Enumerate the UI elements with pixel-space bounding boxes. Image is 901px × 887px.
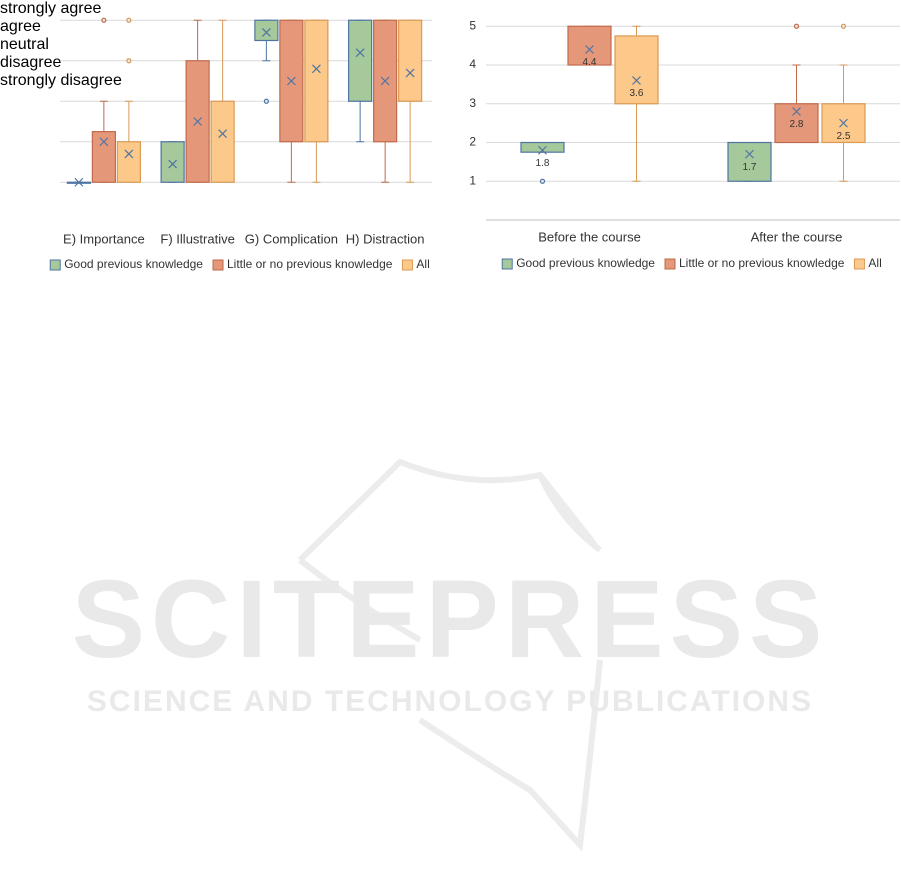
y-tick-label: 5 [469, 18, 476, 32]
box [160, 141, 185, 183]
y-tick-label: agree [0, 18, 41, 35]
box [614, 35, 659, 105]
mean-marker [405, 68, 415, 78]
legend-swatch [212, 259, 224, 271]
mean-label: 3.6 [630, 88, 644, 99]
legend-swatch [401, 259, 413, 271]
y-tick-label: neutral [0, 36, 49, 53]
mean-marker [218, 129, 228, 139]
mean-marker [124, 149, 134, 159]
outlier [263, 98, 269, 104]
mean-marker [261, 27, 271, 37]
mean-marker [538, 145, 547, 155]
outlier [840, 23, 847, 29]
box [520, 141, 565, 153]
mean-marker [99, 137, 109, 147]
mean-marker [380, 76, 390, 86]
box [348, 19, 373, 102]
y-tick-label: 2 [469, 135, 476, 149]
legend-label: All [868, 256, 881, 270]
y-tick-label: strongly agree [0, 0, 102, 17]
mean-marker [286, 76, 296, 86]
mean-marker [193, 117, 203, 126]
mean-label: 2.8 [790, 119, 804, 130]
watermark-subtitle: SCIENCE AND TECHNOLOGY PUBLICATIONS [87, 685, 813, 718]
box [398, 19, 423, 102]
legend-swatch [664, 258, 676, 270]
y-tick-label: strongly disagree [0, 72, 122, 89]
mean-marker [792, 107, 801, 116]
mean-marker [355, 48, 365, 58]
mean-marker [168, 159, 178, 169]
legend-swatch [853, 258, 865, 270]
legend-swatch [501, 258, 513, 270]
y-tick-label: 4 [469, 57, 476, 71]
mean-marker [585, 45, 594, 54]
x-tick-label: F) Illustrative [160, 231, 234, 246]
watermark [297, 458, 603, 852]
x-tick-label: H) Distraction [346, 231, 425, 246]
watermark-logo [297, 458, 603, 852]
box [774, 103, 819, 144]
y-tick-label: 1 [469, 173, 476, 187]
outlier [793, 23, 800, 29]
mean-label: 2.5 [837, 131, 851, 142]
mean-label: 1.8 [536, 158, 550, 169]
x-tick-label: After the course [751, 229, 843, 244]
legend-label: Little or no previous knowledge [679, 256, 845, 270]
mean-marker [632, 76, 641, 85]
mean-marker [839, 118, 848, 128]
box [210, 100, 235, 183]
mean-label: 1.7 [743, 162, 757, 173]
box [567, 25, 612, 66]
box [91, 131, 116, 183]
box [727, 141, 772, 182]
mean-marker [311, 64, 321, 74]
x-tick-label: G) Complication [245, 231, 338, 246]
legend-label: All [416, 257, 429, 271]
x-tick-label: E) Importance [63, 231, 145, 246]
box [254, 19, 279, 42]
mean-marker [74, 177, 84, 187]
mean-label: 4.4 [583, 57, 597, 68]
legend-swatch [49, 259, 61, 271]
box [116, 141, 141, 183]
legend-label: Good previous knowledge [516, 256, 655, 270]
legend-label: Good previous knowledge [64, 257, 203, 271]
x-tick-label: Before the course [538, 229, 641, 244]
outlier [126, 17, 132, 23]
legend-label: Little or no previous knowledge [227, 257, 393, 271]
outlier [539, 178, 546, 184]
y-tick-label: 3 [469, 96, 476, 110]
mean-marker [745, 149, 754, 159]
outlier [126, 58, 132, 64]
outlier [101, 17, 107, 23]
box [304, 19, 329, 143]
y-tick-label: disagree [0, 54, 62, 71]
watermark-title: SCITEPRESS [72, 558, 829, 681]
